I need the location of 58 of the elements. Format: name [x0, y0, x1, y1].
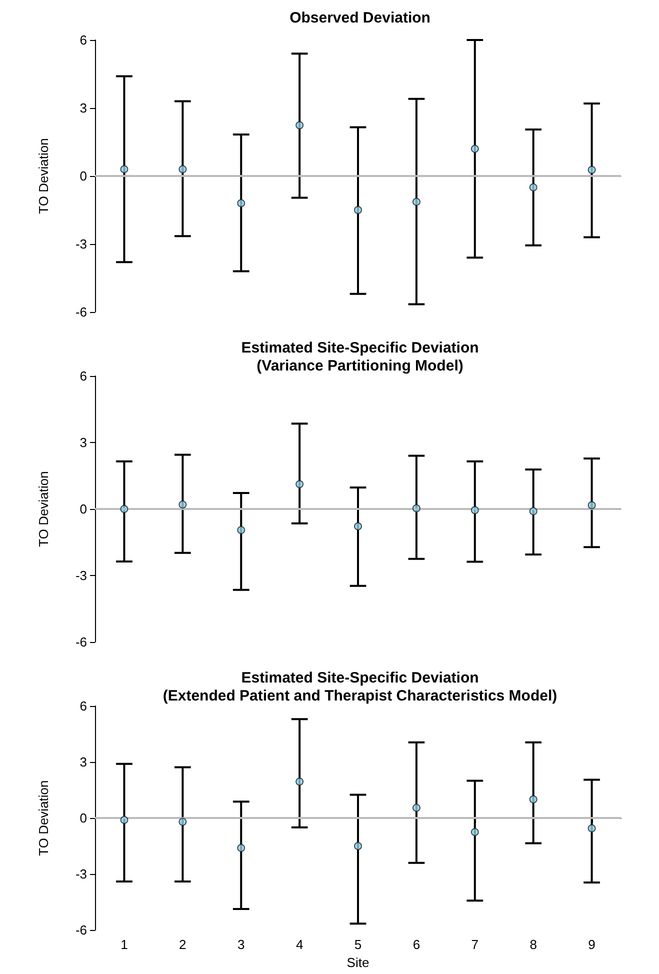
x-tick-label: 9 — [588, 937, 596, 952]
point — [529, 507, 538, 516]
point — [120, 505, 128, 513]
y-tick-label: 3 — [80, 435, 87, 450]
point — [178, 500, 187, 509]
x-tick-label: 7 — [471, 937, 479, 952]
x-axis-title: Site — [346, 955, 370, 970]
y-axis-title: TO Deviation — [36, 780, 51, 856]
point — [237, 526, 246, 534]
x-tick-label: 1 — [120, 937, 128, 952]
y-tick-label: -6 — [75, 922, 87, 938]
y-tick-label: 6 — [80, 32, 87, 48]
point — [529, 795, 538, 804]
y-tick-label: 0 — [80, 168, 87, 184]
x-tick-label: 8 — [530, 937, 537, 952]
point — [412, 504, 420, 512]
y-tick-label: -3 — [75, 568, 87, 583]
x-tick-label: 4 — [296, 937, 304, 952]
y-tick-label: 6 — [80, 368, 87, 384]
y-tick-label: 0 — [80, 810, 87, 826]
x-tick-label: 2 — [179, 937, 186, 952]
y-tick-label: 3 — [80, 754, 87, 770]
x-tick-label: 3 — [237, 937, 245, 952]
y-axis-title: TO Deviation — [36, 471, 51, 547]
point — [412, 198, 420, 206]
point — [470, 144, 479, 153]
y-tick-label: -6 — [75, 634, 87, 650]
point — [470, 506, 479, 514]
point — [120, 816, 128, 824]
chart-title: Estimated Site-Specific Deviation (Extended Patient and Therapist Characteristics Model) — [162, 670, 558, 704]
point — [470, 828, 479, 836]
y-tick-label: 3 — [80, 100, 87, 116]
point — [296, 480, 304, 488]
chart-title: Observed Deviation — [290, 10, 430, 26]
point — [120, 165, 128, 174]
y-axis-title: TO Deviation — [36, 138, 51, 214]
chart-title: Estimated Site-Specific Deviation (Variance Partitioning Model) — [241, 340, 479, 374]
point — [588, 824, 596, 832]
point — [588, 166, 596, 174]
y-tick-label: -6 — [75, 304, 87, 320]
point — [178, 165, 187, 174]
y-tick-label: 6 — [80, 698, 87, 714]
x-tick-label: 6 — [412, 937, 420, 952]
point — [354, 206, 362, 214]
y-tick-label: 0 — [80, 502, 87, 516]
point — [296, 778, 304, 786]
point — [529, 183, 538, 192]
x-tick-label: 5 — [354, 937, 362, 952]
y-tick-label: -3 — [75, 866, 87, 882]
point — [588, 501, 596, 510]
point — [237, 199, 246, 208]
point — [354, 842, 362, 850]
point — [296, 121, 304, 130]
point — [178, 818, 187, 826]
point — [412, 804, 420, 812]
point — [237, 844, 246, 852]
y-tick-label: -3 — [75, 236, 87, 252]
point — [354, 522, 362, 530]
